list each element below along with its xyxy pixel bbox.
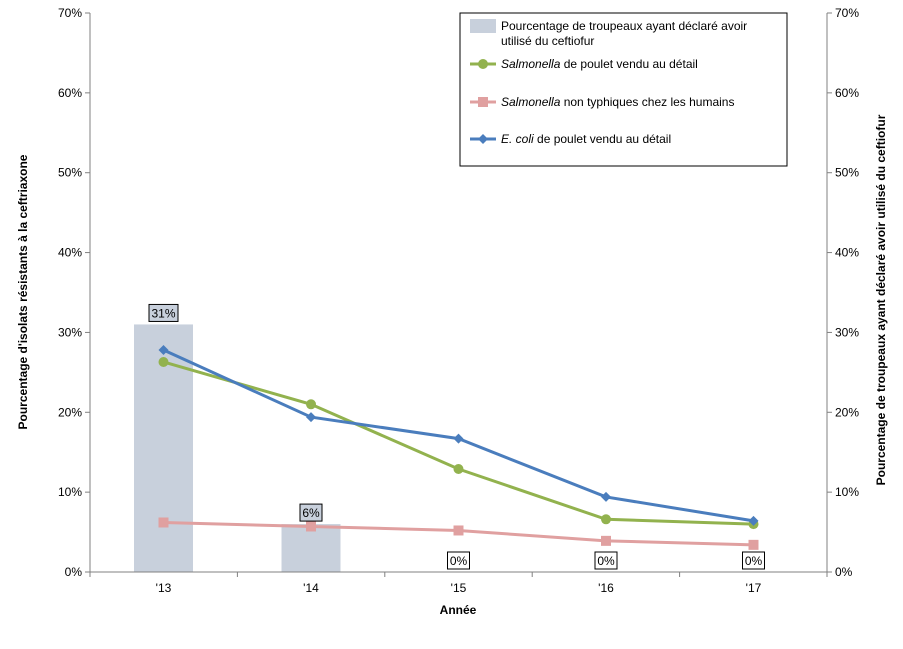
right-y-tick-label: 60% [835, 86, 859, 100]
x-ticks: '13 '14 '15 '16 '17 [89, 572, 828, 595]
bar-data-label-box [299, 503, 323, 522]
left-y-tick-label: 30% [58, 325, 82, 339]
bar-data-label-box [148, 303, 179, 322]
bar-data-label-box [447, 551, 470, 570]
data-point [453, 525, 464, 536]
x-tick-label: '17 [746, 581, 762, 595]
legend-bar-swatch [470, 19, 496, 33]
left-y-axis-title: Pourcentage d'isolats résistants à la ce… [16, 154, 30, 429]
line-series-2 [158, 344, 759, 526]
line-series [158, 344, 759, 550]
data-point [453, 463, 464, 474]
data-point [306, 399, 316, 410]
legend-line-label: E. coli de poulet vendu au détail [501, 132, 671, 146]
data-point [748, 515, 759, 526]
right-y-tick-label: 40% [835, 246, 859, 260]
right-y-tick-label: 20% [835, 405, 859, 419]
axes [89, 13, 828, 573]
legend-bar-label-line2: utilisé du ceftiofur [501, 34, 594, 48]
x-tick-label: '14 [303, 581, 319, 595]
x-axis-title: Année [440, 603, 477, 617]
left-y-tick-label: 50% [58, 166, 82, 180]
bar-data-label-box [742, 551, 765, 570]
legend-marker [478, 97, 488, 107]
bar-data-label: 31% [151, 306, 175, 320]
legend-box [459, 12, 788, 167]
bar-data-label-box [594, 551, 618, 570]
data-point [601, 514, 611, 525]
right-y-tick-label: 50% [835, 166, 859, 180]
data-point [158, 356, 169, 367]
data-point [453, 433, 464, 444]
x-tick-label: '15 [451, 581, 467, 595]
data-point [306, 521, 316, 532]
right-y-axis-title: Pourcentage de troupeaux ayant déclaré a… [874, 114, 888, 485]
legend-marker [478, 59, 488, 69]
right-y-tick-label: 0% [835, 565, 853, 579]
left-y-tick-label: 0% [65, 565, 83, 579]
right-y-tick-label: 10% [835, 485, 859, 499]
left-y-tick-label: 70% [58, 6, 82, 20]
data-point [601, 535, 611, 546]
bar-data-label: 0% [745, 554, 763, 568]
data-point [601, 491, 611, 502]
line-series-1 [158, 517, 759, 550]
bar [281, 524, 341, 572]
legend-marker [478, 134, 488, 144]
legend-line-entries: Salmonella de poulet vendu au détail Salm… [470, 57, 734, 146]
x-tick-label: '16 [598, 581, 614, 595]
legend: Pourcentage de troupeaux ayant déclaré a… [459, 12, 788, 167]
bar-data-labels: 31% 6% 0% 0% 0% [148, 303, 765, 570]
data-point [748, 539, 759, 550]
bar-data-label: 6% [302, 506, 320, 520]
x-tick-label: '13 [156, 581, 172, 595]
left-y-tick-label: 10% [58, 485, 82, 499]
right-y-tick-label: 30% [835, 325, 859, 339]
left-y-tick-label: 20% [58, 405, 82, 419]
left-y-tick-label: 40% [58, 246, 82, 260]
legend-line-label: Salmonella non typhiques chez les humain… [501, 95, 734, 109]
data-point [306, 412, 316, 423]
line-series-0 [158, 356, 759, 530]
data-point [158, 517, 169, 528]
y-ticks: 0% 0% 10% 10% 20% 20% 30% 30% 40% 40% 50% 50% 60% 60%… [58, 6, 859, 579]
left-y-tick-label: 60% [58, 86, 82, 100]
legend-bar-label: Pourcentage de troupeaux ayant déclaré a… [501, 19, 747, 33]
right-y-tick-label: 70% [835, 6, 859, 20]
data-point [158, 344, 169, 355]
bar-data-label: 0% [597, 554, 615, 568]
legend-line-label: Salmonella de poulet vendu au détail [501, 57, 698, 71]
bar-data-label: 0% [450, 554, 468, 568]
